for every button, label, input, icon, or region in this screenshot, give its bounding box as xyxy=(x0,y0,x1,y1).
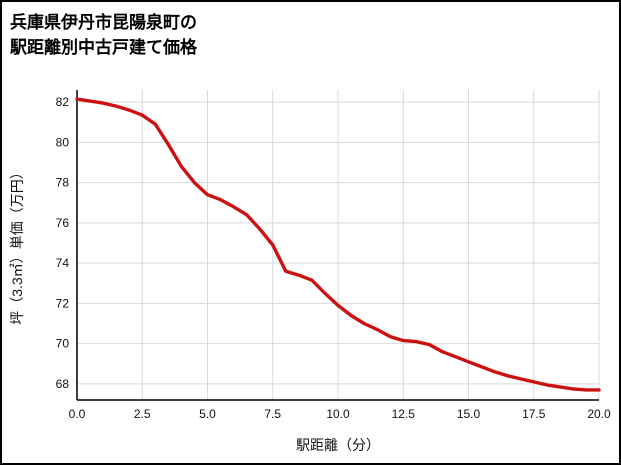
y-axis-label: 坪（3.3㎡）単価（万円） xyxy=(9,165,25,324)
y-tick-label: 74 xyxy=(56,256,70,270)
chart-title-line2: 駅距離別中古戸建て価格 xyxy=(10,38,197,57)
x-tick-label: 20.0 xyxy=(587,407,611,421)
y-tick-label: 78 xyxy=(56,176,70,190)
y-tick-label: 80 xyxy=(56,135,70,149)
x-tick-label: 2.5 xyxy=(134,407,151,421)
line-chart: 0.0 2.5 5.0 7.5 10.0 12.5 15.0 17.5 20.0 68 70 72 74… xyxy=(9,90,611,453)
price-line xyxy=(75,97,601,392)
x-tick-label: 0.0 xyxy=(69,407,86,421)
x-tick-label: 7.5 xyxy=(264,407,281,421)
chart-title: 兵庫県伊丹市昆陽泉町の 駅距離別中古戸建て価格 xyxy=(10,10,197,60)
y-tick-label: 70 xyxy=(56,337,70,351)
x-tick-label: 5.0 xyxy=(199,407,216,421)
x-tick-label: 12.5 xyxy=(392,407,416,421)
x-tick-label: 15.0 xyxy=(457,407,481,421)
x-axis-label: 駅距離（分） xyxy=(296,437,380,453)
x-tick-label: 17.5 xyxy=(522,407,546,421)
y-tick-label: 72 xyxy=(56,296,70,310)
x-tick-label: 10.0 xyxy=(326,407,350,421)
y-tick-label: 82 xyxy=(56,95,70,109)
y-tick-label: 68 xyxy=(56,377,70,391)
y-tick-label: 76 xyxy=(56,216,70,230)
chart-title-line1: 兵庫県伊丹市昆陽泉町の xyxy=(10,13,197,32)
